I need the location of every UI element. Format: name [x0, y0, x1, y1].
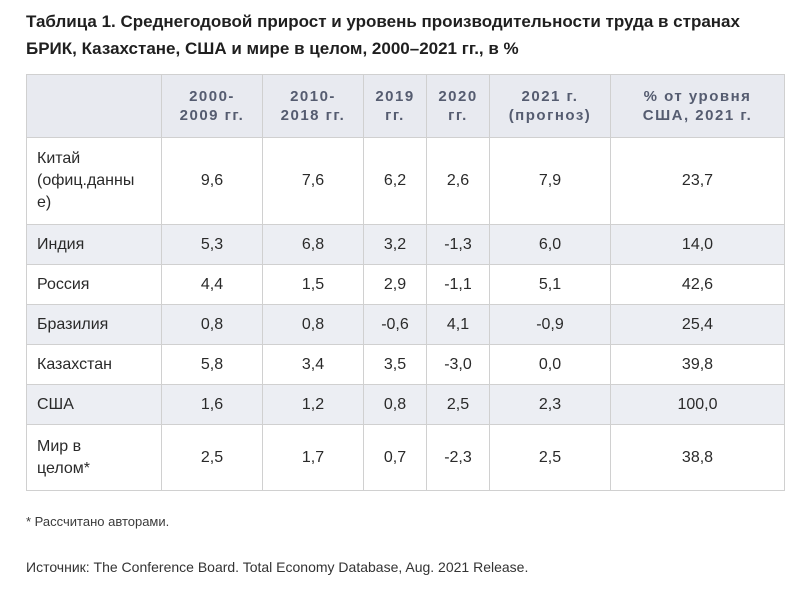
country-cell: США [26, 384, 162, 425]
value-cell: 14,0 [610, 224, 785, 265]
header-text: 2000- [189, 88, 235, 105]
value-cell: 4,4 [161, 264, 263, 305]
value-cell: 100,0 [610, 384, 785, 425]
footnote: * Рассчитано авторами. [26, 514, 170, 529]
table-row: Россия 4,4 1,5 2,9 -1,1 5,1 42,6 [26, 264, 785, 305]
header-text: 2021 г. [521, 88, 579, 105]
table-row: Мир в целом* 2,5 1,7 0,7 -2,3 2,5 38,8 [26, 424, 785, 491]
header-text: 2010- [290, 88, 336, 105]
value-cell: 4,1 [426, 304, 490, 345]
country-cell: Казахстан [26, 344, 162, 385]
value-cell: 1,5 [262, 264, 364, 305]
country-cell: Китай (офиц.данны е) [26, 137, 162, 225]
table-title-line-1: Таблица 1. Среднегодовой прирост и урове… [26, 12, 740, 31]
value-cell: 2,5 [426, 384, 490, 425]
value-cell: -1,1 [426, 264, 490, 305]
table-row: Бразилия 0,8 0,8 -0,6 4,1 -0,9 25,4 [26, 304, 785, 345]
table-row: США 1,6 1,2 0,8 2,5 2,3 100,0 [26, 384, 785, 425]
country-label: (офиц.данны [37, 172, 135, 189]
country-label: Индия [37, 235, 85, 253]
table-row: Китай (офиц.данны е) 9,6 7,6 6,2 2,6 7,9… [26, 137, 785, 225]
value-cell: 23,7 [610, 137, 785, 225]
country-label: Бразилия [37, 315, 109, 333]
value-cell: 1,7 [262, 424, 364, 491]
value-cell: 9,6 [161, 137, 263, 225]
value-cell: -3,0 [426, 344, 490, 385]
header-cell-2000-2009: 2000- 2009 гг. [161, 74, 263, 138]
value-cell: -2,3 [426, 424, 490, 491]
value-cell: 7,9 [489, 137, 611, 225]
value-cell: 5,3 [161, 224, 263, 265]
value-cell: 3,4 [262, 344, 364, 385]
value-cell: -1,3 [426, 224, 490, 265]
country-label: Мир в [37, 437, 82, 455]
table-body: Китай (офиц.данны е) 9,6 7,6 6,2 2,6 7,9… [26, 137, 785, 491]
value-cell: 7,6 [262, 137, 364, 225]
header-cell-2021-forecast: 2021 г. (прогноз) [489, 74, 611, 138]
value-cell: 2,6 [426, 137, 490, 225]
header-text: 2009 гг. [179, 107, 245, 124]
country-label: Казахстан [37, 355, 112, 373]
country-label: Китай [37, 150, 81, 167]
value-cell: -0,9 [489, 304, 611, 345]
value-cell: 0,8 [363, 384, 427, 425]
value-cell: -0,6 [363, 304, 427, 345]
table-title-line-2: БРИК, Казахстане, США и мире в целом, 20… [26, 39, 519, 58]
table-row: Индия 5,3 6,8 3,2 -1,3 6,0 14,0 [26, 224, 785, 265]
country-label: е) [37, 194, 52, 211]
value-cell: 38,8 [610, 424, 785, 491]
value-cell: 3,2 [363, 224, 427, 265]
header-text: гг. [448, 107, 468, 124]
header-text: (прогноз) [508, 107, 592, 124]
value-cell: 0,0 [489, 344, 611, 385]
value-cell: 2,3 [489, 384, 611, 425]
productivity-table: 2000- 2009 гг. 2010- 2018 гг. 2019 гг. 2… [26, 74, 785, 491]
table-row: Казахстан 5,8 3,4 3,5 -3,0 0,0 39,8 [26, 344, 785, 385]
value-cell: 2,9 [363, 264, 427, 305]
header-text: 2019 [375, 88, 415, 105]
value-cell: 39,8 [610, 344, 785, 385]
source-note: Источник: The Conference Board. Total Ec… [26, 559, 529, 575]
country-cell: Бразилия [26, 304, 162, 345]
header-text: 2020 [438, 88, 478, 105]
value-cell: 25,4 [610, 304, 785, 345]
header-cell-percent-of-usa: % от уровня США, 2021 г. [610, 74, 785, 138]
value-cell: 3,5 [363, 344, 427, 385]
value-cell: 1,2 [262, 384, 364, 425]
value-cell: 2,5 [489, 424, 611, 491]
table-title: Таблица 1. Среднегодовой прирост и урове… [26, 8, 786, 62]
value-cell: 42,6 [610, 264, 785, 305]
header-cell-2019: 2019 гг. [363, 74, 427, 138]
country-cell: Россия [26, 264, 162, 305]
value-cell: 6,8 [262, 224, 364, 265]
header-row: 2000- 2009 гг. 2010- 2018 гг. 2019 гг. 2… [26, 74, 785, 138]
header-text: % от уровня [643, 88, 752, 105]
header-text: 2018 гг. [280, 107, 346, 124]
country-cell: Мир в целом* [26, 424, 162, 491]
value-cell: 0,7 [363, 424, 427, 491]
value-cell: 1,6 [161, 384, 263, 425]
value-cell: 2,5 [161, 424, 263, 491]
header-text: США, 2021 г. [642, 107, 753, 124]
header-cell-2020: 2020 гг. [426, 74, 490, 138]
header-cell-country [26, 74, 162, 138]
value-cell: 5,8 [161, 344, 263, 385]
value-cell: 0,8 [161, 304, 263, 345]
country-cell: Индия [26, 224, 162, 265]
header-cell-2010-2018: 2010- 2018 гг. [262, 74, 364, 138]
country-label: США [37, 395, 74, 413]
header-text: гг. [385, 107, 405, 124]
value-cell: 6,0 [489, 224, 611, 265]
value-cell: 0,8 [262, 304, 364, 345]
value-cell: 6,2 [363, 137, 427, 225]
table-header: 2000- 2009 гг. 2010- 2018 гг. 2019 гг. 2… [26, 74, 785, 138]
country-label: целом* [37, 459, 90, 477]
value-cell: 5,1 [489, 264, 611, 305]
country-label: Россия [37, 275, 90, 293]
